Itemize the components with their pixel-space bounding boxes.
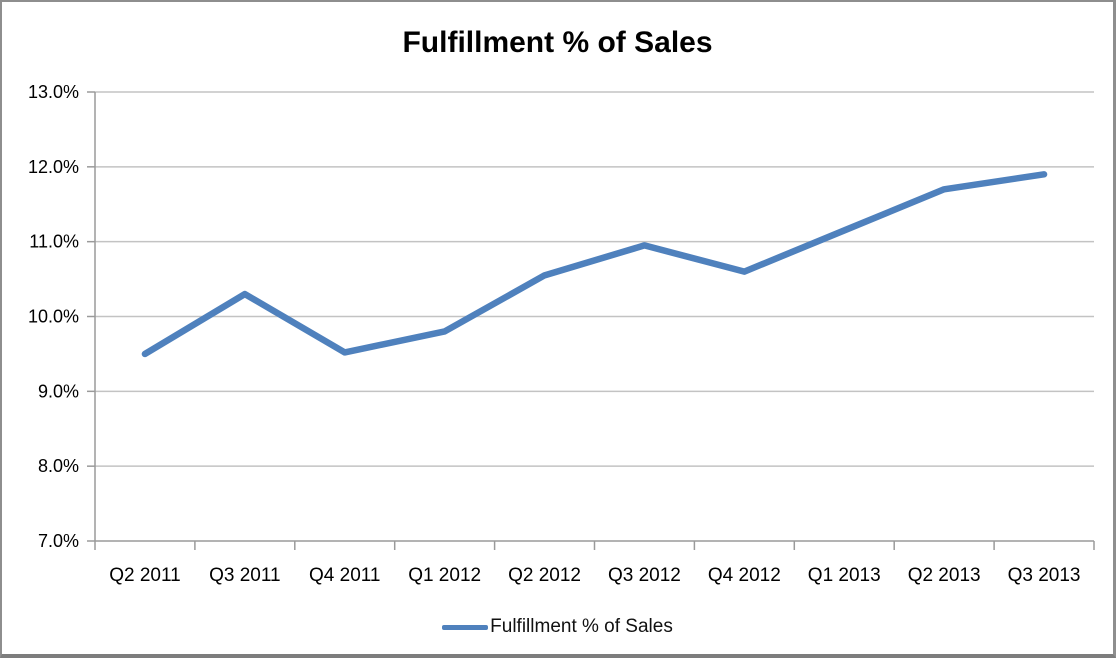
x-axis-category-label: Q2 2012: [508, 565, 581, 586]
x-axis-category-label: Q2 2013: [908, 565, 981, 586]
y-axis-tick-label: 9.0%: [38, 381, 79, 401]
legend-line-swatch: [442, 624, 489, 630]
chart-legend: Fulfillment % of Sales: [2, 616, 1113, 638]
y-axis-tick-label: 8.0%: [38, 456, 79, 476]
x-axis-category-label: Q1 2013: [808, 565, 881, 586]
y-axis-tick-label: 12.0%: [28, 157, 79, 177]
x-axis-category-label: Q3 2011: [209, 565, 280, 586]
y-axis-tick-label: 11.0%: [29, 232, 79, 252]
x-axis-category-label: Q4 2011: [309, 565, 380, 586]
series-line: [141, 171, 1048, 358]
y-axis-tick-label: 13.0%: [28, 82, 79, 102]
y-axis-tick-label: 10.0%: [28, 307, 79, 327]
x-axis-category-label: Q1 2012: [408, 565, 481, 586]
chart-title: Fulfillment % of Sales: [402, 26, 713, 59]
y-axis-tick-label: 7.0%: [38, 531, 79, 551]
x-axis-category-label: Q3 2012: [608, 565, 681, 586]
x-axis-category-label: Q3 2013: [1008, 565, 1081, 586]
x-axis-category-label: Q2 2011: [109, 565, 180, 586]
x-axis-category-label: Q4 2012: [708, 565, 781, 586]
legend-label: Fulfillment % of Sales: [490, 616, 673, 637]
